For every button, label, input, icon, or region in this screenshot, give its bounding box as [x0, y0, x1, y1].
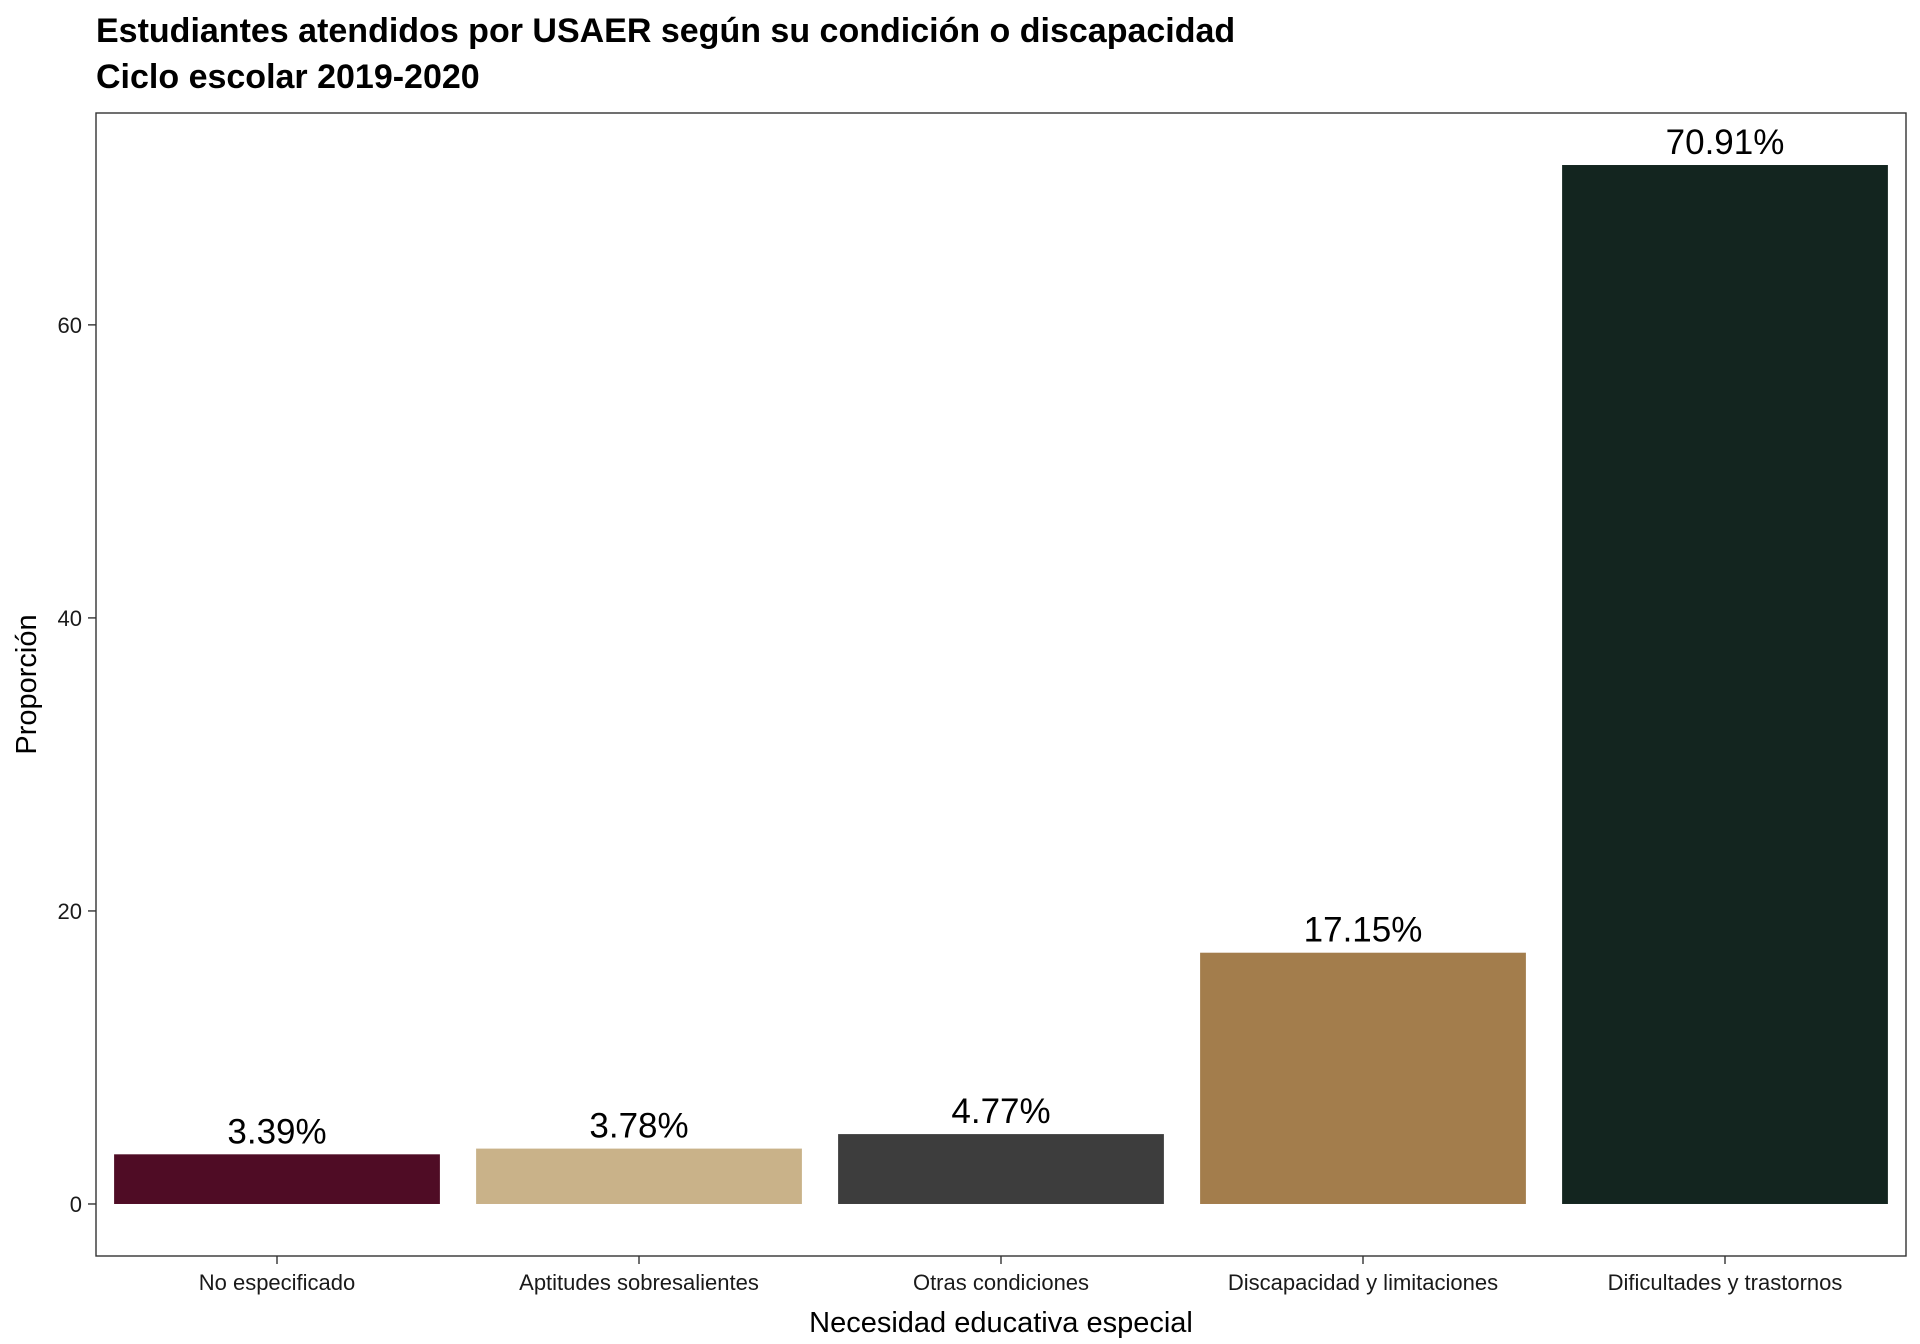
y-tick-label: 40 [58, 606, 82, 631]
bars-group [114, 165, 1888, 1204]
data-label-1: 3.39% [227, 1112, 326, 1151]
data-label-3: 4.77% [951, 1092, 1050, 1131]
y-tick-label: 60 [58, 313, 82, 338]
y-tick-label: 0 [70, 1192, 82, 1217]
bar-5 [1562, 165, 1888, 1204]
x-axis-title: Necesidad educativa especial [809, 1307, 1193, 1339]
y-tick-label: 20 [58, 899, 82, 924]
y-axis: 0 20 40 60 [58, 313, 96, 1217]
chart-subtitle: Ciclo escolar 2019-2020 [96, 58, 480, 96]
chart-title: Estudiantes atendidos por USAER según su… [96, 12, 1236, 50]
x-tick-label-4: Discapacidad y limitaciones [1228, 1270, 1498, 1295]
data-labels-group: 3.39% 3.78% 4.77% 17.15% 70.91% [227, 123, 1784, 1151]
bar-4 [1200, 952, 1526, 1204]
bar-1 [114, 1154, 440, 1204]
data-label-4: 17.15% [1304, 911, 1423, 950]
x-axis: No especificado Aptitudes sobresalientes O… [199, 1256, 1843, 1295]
data-label-2: 3.78% [589, 1107, 688, 1146]
x-tick-label-2: Aptitudes sobresalientes [519, 1270, 759, 1295]
x-tick-label-5: Dificultades y trastornos [1608, 1270, 1843, 1295]
y-axis-title: Proporción [11, 614, 43, 754]
x-tick-label-3: Otras condiciones [913, 1270, 1089, 1295]
bar-3 [838, 1134, 1164, 1204]
chart-title-block: Estudiantes atendidos por USAER según su… [96, 8, 1235, 100]
x-tick-label-1: No especificado [199, 1270, 356, 1295]
bar-2 [476, 1148, 802, 1204]
data-label-5: 70.91% [1666, 123, 1785, 162]
